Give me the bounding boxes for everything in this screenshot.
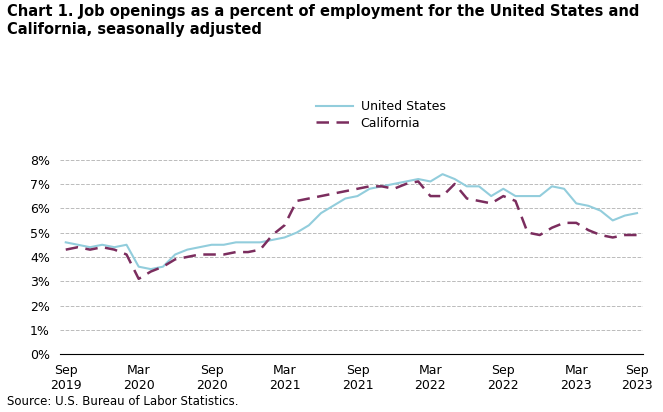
Legend: United States, California: United States, California <box>316 101 446 129</box>
Text: Chart 1. Job openings as a percent of employment for the United States and
Calif: Chart 1. Job openings as a percent of em… <box>7 4 639 37</box>
Text: Source: U.S. Bureau of Labor Statistics.: Source: U.S. Bureau of Labor Statistics. <box>7 395 238 408</box>
